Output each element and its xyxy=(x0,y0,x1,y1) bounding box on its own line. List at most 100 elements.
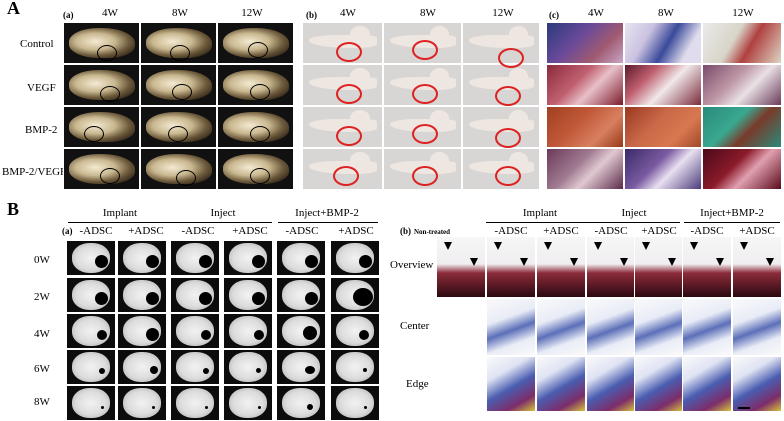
ct-defect-marker xyxy=(97,45,117,61)
defect-hole xyxy=(252,255,265,268)
skull-image xyxy=(66,240,116,276)
week-6: 6W xyxy=(34,363,50,375)
jaw-defect-marker xyxy=(336,42,362,62)
defect-hole xyxy=(97,330,107,340)
skull-image xyxy=(276,277,326,313)
histo-bmp2-8w xyxy=(624,106,702,148)
ct-bmp2-8w xyxy=(140,106,217,148)
panel-a-sub-c: (c) xyxy=(549,10,559,20)
a-col-12w: 12W xyxy=(241,7,263,19)
ct-defect-marker xyxy=(250,168,270,184)
histo-row-edge: Edge xyxy=(406,378,429,390)
jaw-defect-marker xyxy=(412,40,438,60)
bb-group-inject-bmp2: Inject+BMP-2 xyxy=(700,207,764,219)
skull-image xyxy=(223,277,273,313)
jaw-defect-marker xyxy=(412,166,438,186)
defect-hole xyxy=(353,288,373,306)
arrowhead-icon xyxy=(520,258,528,266)
skull-image xyxy=(330,385,380,421)
ct-bmp2vegf-4w xyxy=(63,148,140,190)
panel-a-label: A xyxy=(7,0,20,18)
jaw-defect-marker xyxy=(412,84,438,104)
skull-image xyxy=(117,313,167,349)
defect-hole xyxy=(258,406,261,409)
defect-hole xyxy=(99,368,105,374)
bb-group-inject-underline xyxy=(588,222,680,223)
defect-hole xyxy=(307,404,313,410)
skull-image xyxy=(223,313,273,349)
skull-image xyxy=(170,385,220,421)
defect-hole xyxy=(101,406,104,409)
bb-group-inject-bmp2-underline xyxy=(684,222,780,223)
defect-hole xyxy=(146,255,159,268)
histo-vegf-12w xyxy=(702,64,782,106)
skull-image xyxy=(66,385,116,421)
arrowhead-icon xyxy=(716,258,724,266)
skull-image xyxy=(170,277,220,313)
skull-image xyxy=(66,277,116,313)
skull-image xyxy=(330,349,380,385)
arrowhead-icon xyxy=(690,242,698,250)
histology-image xyxy=(486,356,536,412)
week-8: 8W xyxy=(34,396,50,408)
a-col-4w: 4W xyxy=(102,7,118,19)
histo-bmp2-12w xyxy=(702,106,782,148)
arrowhead-icon xyxy=(594,242,602,250)
week-2: 2W xyxy=(34,291,50,303)
defect-hole xyxy=(303,326,317,340)
bb-group-implant: Implant xyxy=(522,207,558,219)
defect-hole xyxy=(203,368,209,374)
jaw-defect-marker xyxy=(495,86,521,106)
skull-image xyxy=(223,349,273,385)
c-col-8w: 8W xyxy=(658,7,674,19)
jaw-defect-marker xyxy=(336,126,362,146)
jaw-defect-marker xyxy=(412,124,438,144)
histo-control-8w xyxy=(624,22,702,64)
ct-defect-marker xyxy=(100,86,120,102)
arrowhead-icon xyxy=(740,242,748,250)
arrowhead-icon xyxy=(570,258,578,266)
a-col-8w: 8W xyxy=(172,7,188,19)
histology-image xyxy=(486,298,536,356)
panel-a-sub-a: (a) xyxy=(63,10,74,20)
b-col-4w: 4W xyxy=(340,7,356,19)
b-group-implant-underline xyxy=(68,222,176,223)
histo-control-12w xyxy=(702,22,782,64)
defect-hole xyxy=(359,255,372,268)
defect-hole xyxy=(146,328,159,341)
arrowhead-icon xyxy=(668,258,676,266)
row-vegf: VEGF xyxy=(27,82,56,94)
arrowhead-icon xyxy=(544,242,552,250)
panel-b-sub-a: (a) xyxy=(62,226,73,236)
arrowhead-icon xyxy=(470,258,478,266)
arrowhead-icon xyxy=(642,242,650,250)
bb-group-implant-underline xyxy=(486,222,590,223)
defect-hole xyxy=(95,255,108,268)
histology-image xyxy=(682,298,732,356)
b-cond-3: -ADSC xyxy=(181,225,215,237)
histology-image xyxy=(634,356,684,412)
jaw-defect-marker xyxy=(495,166,521,186)
defect-hole xyxy=(256,368,261,373)
b-col-8w: 8W xyxy=(420,7,436,19)
defect-hole xyxy=(254,330,264,340)
defect-hole xyxy=(199,292,212,305)
jaw-defect-marker xyxy=(336,84,362,104)
skull-image xyxy=(276,313,326,349)
b-col-12w: 12W xyxy=(492,7,514,19)
panel-a-sub-b: (b) xyxy=(306,10,317,20)
row-bmp2: BMP-2 xyxy=(25,124,58,136)
defect-hole xyxy=(150,366,158,374)
histo-bmp2vegf-8w xyxy=(624,148,702,190)
histo-bmp2vegf-4w xyxy=(546,148,624,190)
defect-hole xyxy=(305,366,315,374)
bb-cond-3: -ADSC xyxy=(594,225,628,237)
panel-b-label: B xyxy=(7,199,20,219)
defect-hole xyxy=(363,368,367,372)
skull-image xyxy=(276,240,326,276)
row-control: Control xyxy=(20,38,54,50)
bb-cond-1: -ADSC xyxy=(494,225,528,237)
arrowhead-icon xyxy=(620,258,628,266)
b-group-implant: Implant xyxy=(102,207,138,219)
histology-image xyxy=(682,356,732,412)
